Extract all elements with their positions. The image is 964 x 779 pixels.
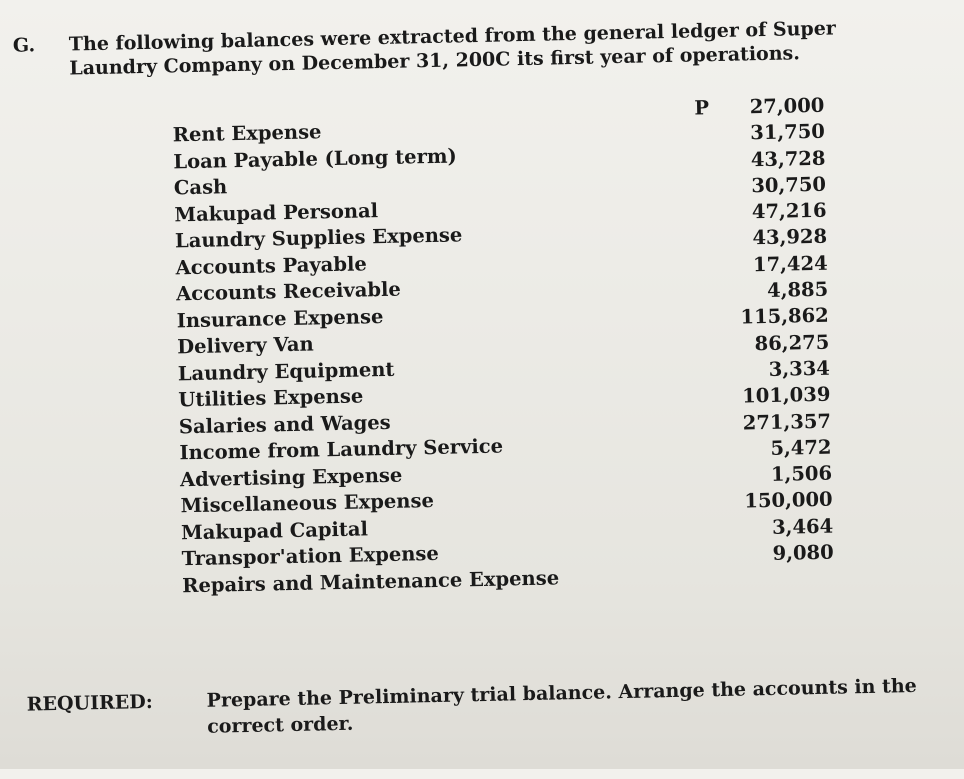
amount-value: 5,472	[770, 435, 832, 460]
amount-value: 3,464	[771, 514, 834, 539]
amount-value: 86,275	[754, 330, 830, 355]
amount-value: 9,080	[772, 540, 834, 565]
amount-value: 150,000	[744, 488, 833, 513]
amount-value: 1,506	[770, 461, 833, 487]
required-instruction: REQUIRED: Prepare the Preliminary trial …	[26, 672, 956, 738]
amount-value: 47,216	[751, 198, 827, 224]
amount-row: P 27,000	[634, 93, 825, 123]
amount-value: 17,424	[752, 251, 828, 277]
amount-value: 271,357	[742, 409, 832, 435]
problem-text: The following balances were extracted fr…	[68, 17, 837, 80]
required-label: REQUIRED:	[26, 690, 153, 716]
required-text: Prepare the Preliminary trial balance. A…	[206, 674, 917, 738]
amount-value: 4,885	[766, 277, 829, 303]
amount-value: 30,750	[751, 172, 827, 198]
amount-value: 31,750	[750, 120, 826, 145]
amount-value: 101,039	[741, 382, 831, 408]
currency-symbol: P	[694, 96, 710, 120]
account-list: Rent Expense Loan Payable (Long term) Ca…	[173, 113, 643, 600]
amount-value: 27,000	[749, 93, 825, 119]
amount-list: P 27,000 31,750 43,728 30,750 47,216 43,9…	[634, 93, 834, 570]
amount-value: 43,928	[752, 225, 828, 250]
amount-value: 43,728	[750, 146, 826, 171]
problem-heading: G. The following balances were extracted…	[13, 15, 913, 79]
problem-letter: G.	[12, 34, 36, 57]
amount-value: 115,862	[740, 304, 829, 329]
amount-value: 3,334	[768, 356, 831, 381]
